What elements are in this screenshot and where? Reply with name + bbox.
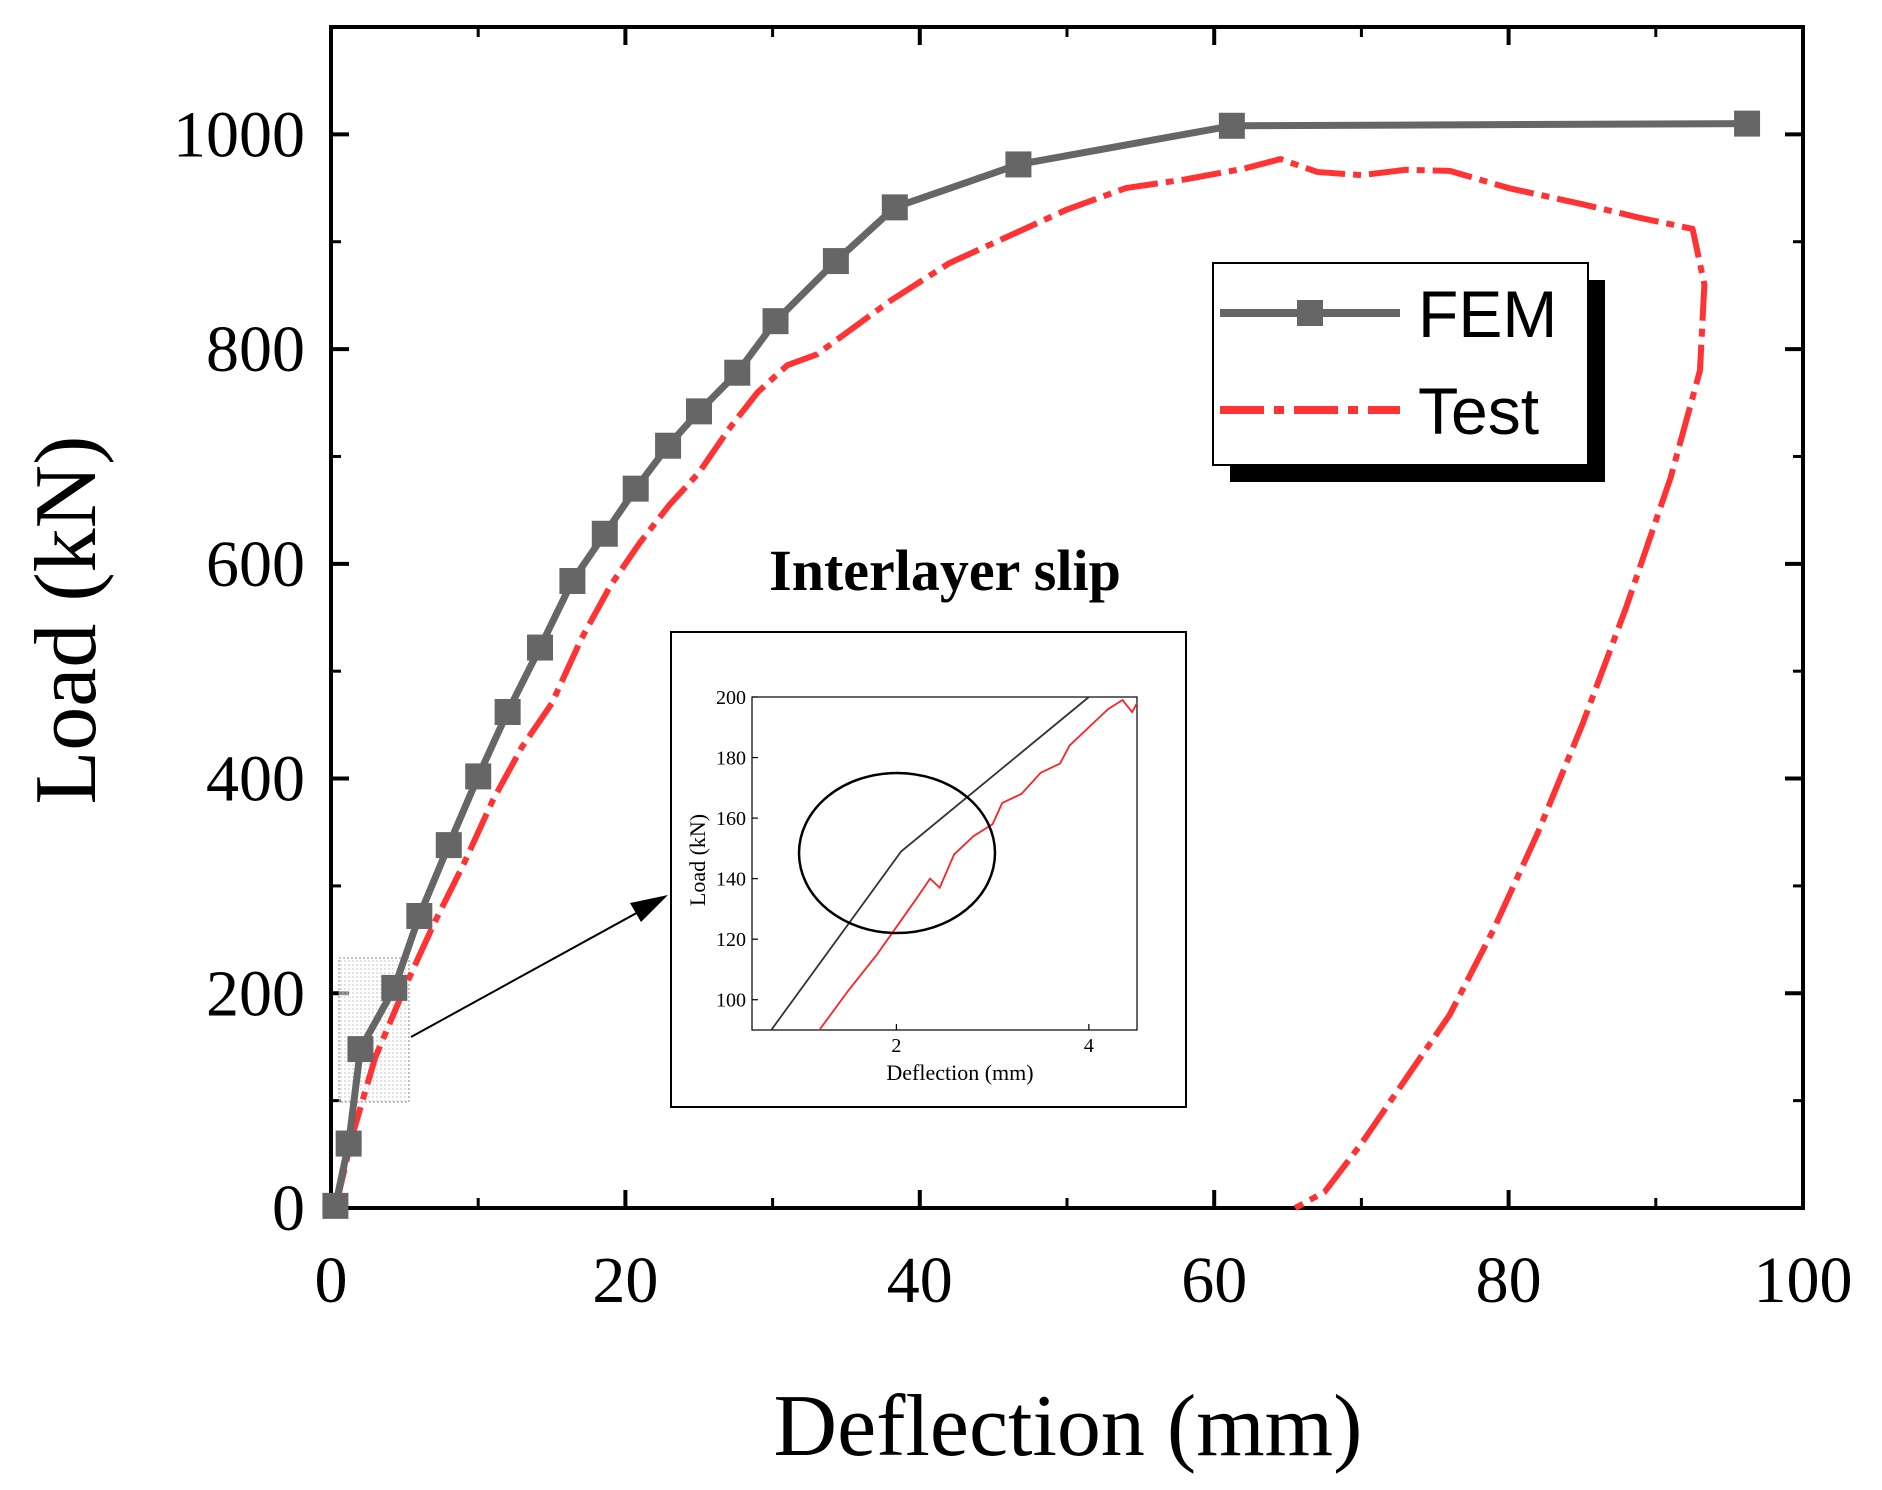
- inset-x-axis-title: Deflection (mm): [886, 1060, 1033, 1085]
- x-axis-title: Deflection (mm): [774, 1378, 1363, 1475]
- fem-point-marker: [406, 902, 433, 929]
- inset-chart: 2 4 100 120 140 160 180 200 Deflection (mm) Loa…: [670, 631, 1187, 1108]
- inset-y-tick-label: 120: [716, 929, 746, 951]
- fem-point-marker: [335, 1130, 362, 1157]
- legend: FEM Test: [1212, 262, 1605, 482]
- series-layer: [322, 110, 1761, 1219]
- x-tick-label: 80: [1476, 1244, 1542, 1317]
- fem-point-marker: [559, 567, 586, 594]
- fem-point-marker: [591, 520, 618, 547]
- fem-point-marker: [322, 1192, 349, 1219]
- inset-series: [770, 696, 1138, 1031]
- inset-tick-labels: 2 4 100 120 140 160 180 200: [716, 687, 1094, 1057]
- fem-point-marker: [762, 308, 789, 335]
- inset-x-tick-label: 2: [891, 1035, 901, 1057]
- legend-box: [1212, 262, 1589, 466]
- inset-y-tick-label: 200: [716, 687, 746, 709]
- inset-plot-frame: [751, 696, 1138, 1031]
- fem-point-marker: [465, 763, 492, 790]
- x-tick-label: 60: [1181, 1244, 1247, 1317]
- inset-y-tick-label: 160: [716, 808, 746, 830]
- x-axis-tick-labels: 0 20 40 60 80 100: [315, 1244, 1853, 1317]
- inset-ticks: [752, 696, 1090, 1030]
- fem-point-marker: [1734, 110, 1761, 137]
- fem-point-marker: [622, 475, 649, 502]
- fem-point-marker: [1218, 112, 1245, 139]
- inset-y-tick-label: 140: [716, 869, 746, 891]
- y-tick-label: 1000: [173, 98, 305, 171]
- inset-y-tick-label: 180: [716, 748, 746, 770]
- x-tick-label: 20: [592, 1244, 658, 1317]
- inset-x-tick-label: 4: [1084, 1035, 1094, 1057]
- y-tick-label: 600: [206, 528, 305, 601]
- inset-frame: [670, 631, 1187, 1108]
- y-axis-ticks: [331, 25, 1803, 1210]
- fem-point-marker: [347, 1036, 374, 1063]
- zoom-arrow: [410, 909, 643, 1038]
- legend-fem-label: FEM: [1418, 277, 1557, 351]
- legend-fem-marker: [1297, 300, 1323, 326]
- series-test-line: [332, 156, 1708, 1211]
- fem-point-marker: [822, 248, 849, 275]
- fem-point-marker: [686, 398, 712, 425]
- fem-point-marker: [655, 432, 682, 459]
- zoom-arrow-head: [630, 895, 668, 922]
- x-tick-label: 100: [1754, 1244, 1853, 1317]
- fem-point-marker: [435, 832, 462, 859]
- fem-point-marker: [381, 974, 408, 1001]
- fem-point-marker: [724, 359, 751, 386]
- fem-point-marker: [881, 194, 908, 221]
- fem-point-marker: [1005, 151, 1032, 178]
- x-tick-label: 0: [315, 1244, 348, 1317]
- inset-y-tick-label: 100: [716, 990, 746, 1012]
- fem-point-marker: [494, 698, 521, 725]
- y-tick-label: 200: [206, 957, 305, 1030]
- legend-test-label: Test: [1418, 374, 1539, 448]
- x-axis-ticks: [329, 27, 1805, 1208]
- inset-highlight-ellipse: [797, 771, 997, 935]
- inset-series-fem-line: [770, 696, 1090, 1031]
- y-axis-tick-labels: 0 200 400 600 800 1000: [173, 98, 305, 1245]
- y-tick-label: 800: [206, 313, 305, 386]
- x-tick-label: 40: [887, 1244, 953, 1317]
- inset-series-test-line: [818, 698, 1138, 1031]
- inset-annotation-title: Interlayer slip: [769, 538, 1121, 603]
- y-axis-title: Load (kN): [18, 436, 115, 805]
- inset-y-axis-title: Load (kN): [685, 814, 710, 906]
- y-tick-label: 400: [206, 743, 305, 816]
- y-tick-label: 0: [272, 1172, 305, 1245]
- fem-point-marker: [527, 634, 554, 661]
